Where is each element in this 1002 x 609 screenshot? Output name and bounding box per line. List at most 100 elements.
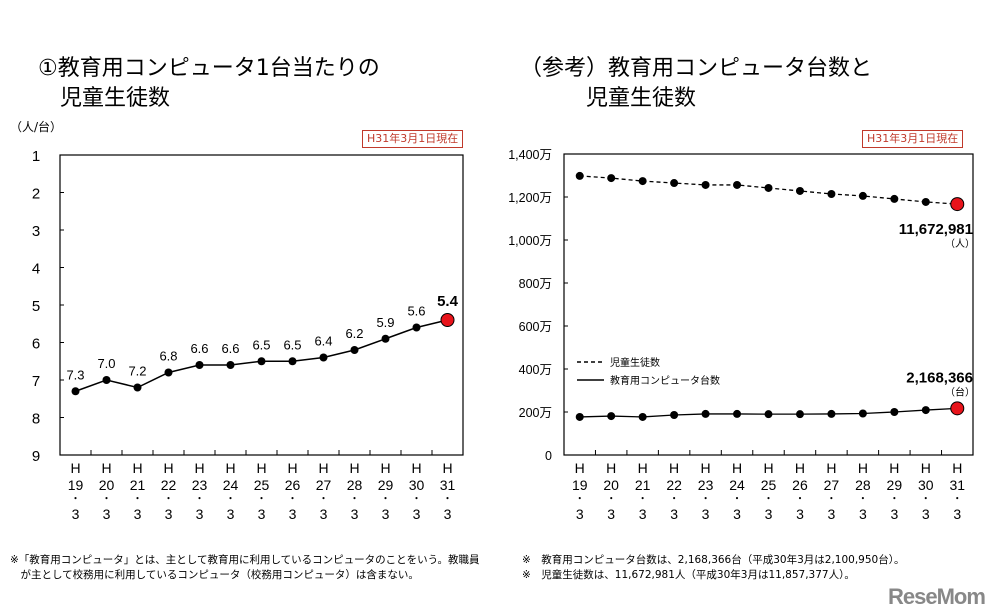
left-x-tick-label: 31 — [440, 477, 456, 493]
right-data-point — [921, 406, 930, 415]
right-end-value-label: 2,168,366 — [906, 369, 973, 386]
left-x-tick-label: 21 — [130, 477, 146, 493]
right-data-point — [575, 412, 584, 421]
left-x-tick-label: H — [442, 460, 452, 476]
left-data-point — [288, 357, 297, 366]
left-plot-frame — [59, 154, 464, 456]
right-x-tick-label: 3 — [670, 506, 678, 522]
left-y-tick-label: 4 — [32, 261, 40, 278]
left-x-tick-label: 30 — [409, 477, 425, 493]
left-data-label: 6.5 — [252, 337, 270, 352]
left-y-tick-label: 3 — [32, 223, 40, 240]
right-end-value-label: 11,672,981 — [899, 221, 973, 238]
left-x-tick-label: ・ — [195, 494, 205, 505]
right-data-point — [764, 183, 773, 192]
left-x-tick-label: 28 — [347, 477, 363, 493]
right-data-point — [858, 409, 867, 418]
right-x-tick-label: 22 — [666, 477, 682, 493]
legend-label: 教育用コンピュータ台数 — [610, 374, 720, 387]
right-data-point — [950, 401, 965, 416]
left-series-line — [75, 319, 448, 392]
left-x-tick-label: 3 — [258, 506, 266, 522]
right-x-tick-label: 31 — [949, 477, 965, 493]
left-data-label: 7.0 — [97, 356, 115, 371]
right-x-tick-label: ・ — [858, 494, 868, 505]
left-data-label: 6.6 — [190, 341, 208, 356]
right-x-tick-label: 3 — [828, 506, 836, 522]
left-chart-title: ①教育用コンピュータ1台当たりの 児童生徒数 — [38, 56, 380, 111]
left-data-point — [226, 361, 235, 369]
right-date-badge: H31年3月1日現在 — [862, 130, 964, 148]
right-x-tick-label: H — [889, 460, 899, 476]
right-x-tick-label: 3 — [796, 506, 804, 522]
right-data-point — [827, 409, 836, 418]
right-data-point — [638, 412, 647, 421]
left-data-label: 6.5 — [283, 337, 301, 352]
right-y-tick-label: 600万 — [519, 320, 552, 334]
left-x-tick-label: 22 — [161, 477, 177, 493]
legend-label: 児童生徒数 — [610, 356, 660, 369]
right-y-tick-label: 800万 — [519, 277, 552, 291]
left-x-tick-label: ・ — [102, 494, 112, 505]
left-data-label: 5.4 — [437, 293, 459, 310]
right-x-tick-label: H — [826, 460, 836, 476]
right-x-tick-label: 3 — [953, 506, 961, 522]
left-data-label: 7.2 — [128, 364, 146, 379]
left-x-tick-label: H — [163, 460, 173, 476]
left-data-point — [350, 346, 359, 354]
left-x-tick-label: 3 — [444, 506, 452, 522]
left-x-tick-label: H — [318, 460, 328, 476]
left-data-label: 5.6 — [407, 304, 425, 319]
left-data-point — [440, 313, 455, 327]
right-data-point — [733, 180, 742, 189]
left-y-tick-label: 6 — [32, 336, 40, 353]
right-data-point — [638, 177, 647, 186]
left-y-tick-label: 2 — [32, 186, 40, 203]
left-x-tick-label: 27 — [316, 477, 332, 493]
right-data-point — [701, 409, 710, 418]
right-x-tick-label: ・ — [921, 494, 931, 505]
right-data-point — [733, 409, 742, 418]
left-x-tick-label: H — [411, 460, 421, 476]
left-data-label: 6.8 — [159, 349, 177, 364]
left-y-tick-label: 9 — [32, 448, 40, 465]
right-y-tick-label: 0 — [545, 449, 552, 463]
right-x-tick-label: 29 — [887, 477, 903, 493]
right-x-tick-label: ・ — [889, 494, 899, 505]
right-x-tick-label: ・ — [575, 494, 585, 505]
right-y-tick-label: 400万 — [519, 363, 552, 377]
right-y-tick-label: 1,400万 — [508, 148, 552, 162]
left-x-tick-label: ・ — [412, 494, 422, 505]
right-plot-frame — [563, 153, 974, 456]
right-data-point — [607, 174, 616, 183]
right-data-point — [858, 191, 867, 200]
left-data-point — [71, 387, 80, 396]
right-x-tick-label: 25 — [761, 477, 777, 493]
right-x-tick-label: ・ — [638, 494, 648, 505]
right-x-tick-label: 30 — [918, 477, 934, 493]
right-y-tick-label: 1,200万 — [508, 191, 552, 205]
left-y-tick-label: 5 — [32, 298, 40, 315]
left-data-point — [195, 361, 204, 369]
right-data-point — [575, 171, 584, 180]
left-data-point — [102, 376, 111, 384]
right-x-tick-label: 21 — [635, 477, 651, 493]
left-x-tick-label: 3 — [289, 506, 297, 522]
left-x-tick-label: 20 — [99, 477, 115, 493]
left-x-tick-label: 29 — [378, 477, 394, 493]
left-y-tick-label: 1 — [32, 148, 40, 165]
resemom-logo: ReseMom — [888, 584, 986, 609]
left-x-tick-label: 3 — [227, 506, 235, 522]
left-x-tick-label: 3 — [134, 506, 142, 522]
left-x-tick-label: 3 — [351, 506, 359, 522]
right-x-tick-label: 26 — [792, 477, 808, 493]
left-note-2: が主として校務用に利用しているコンピュータ（校務用コンピュータ）は含まない。 — [10, 569, 419, 581]
right-x-tick-label: ・ — [795, 494, 805, 505]
right-x-tick-label: 3 — [922, 506, 930, 522]
right-x-tick-label: ・ — [606, 494, 616, 505]
left-data-point — [164, 368, 173, 377]
left-x-tick-label: ・ — [381, 494, 391, 505]
right-x-tick-label: H — [606, 460, 616, 476]
right-data-point — [670, 179, 679, 188]
